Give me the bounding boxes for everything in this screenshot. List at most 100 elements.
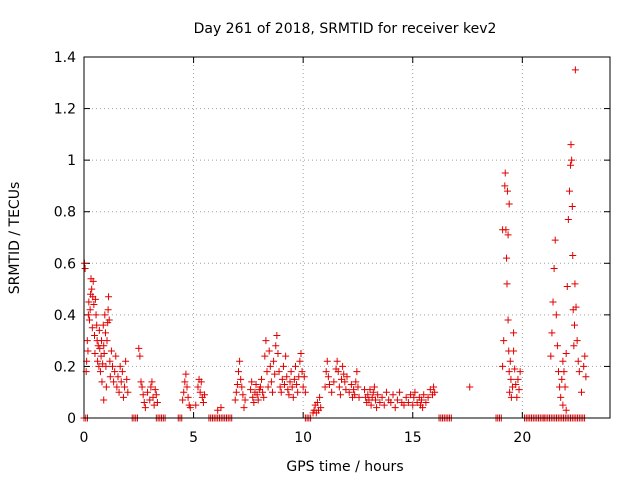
data-point <box>151 386 159 394</box>
data-point <box>350 386 358 394</box>
data-point <box>507 375 515 383</box>
data-point <box>275 368 283 376</box>
data-point <box>104 306 112 314</box>
data-point <box>84 347 92 355</box>
data-point <box>231 396 239 404</box>
x-tick-label: 10 <box>294 430 312 446</box>
data-point <box>85 316 93 324</box>
data-point <box>505 200 513 208</box>
data-point <box>179 396 187 404</box>
data-point <box>293 380 301 388</box>
data-point <box>121 383 129 391</box>
data-point <box>570 321 578 329</box>
data-point <box>422 399 430 407</box>
data-point <box>511 365 519 373</box>
data-point <box>334 368 342 376</box>
data-point <box>503 280 511 288</box>
data-point <box>199 399 207 407</box>
data-point <box>466 383 474 391</box>
data-point <box>282 352 290 360</box>
data-point <box>328 388 336 396</box>
data-point <box>91 295 99 303</box>
data-point <box>123 375 131 383</box>
data-point <box>300 373 308 381</box>
data-point <box>567 161 575 169</box>
data-point <box>499 226 507 234</box>
x-tick-label: 20 <box>513 430 531 446</box>
data-point <box>181 378 189 386</box>
data-point <box>186 404 194 412</box>
data-point <box>98 378 106 386</box>
x-axis-label: GPS time / hours <box>286 459 403 475</box>
data-point <box>374 391 382 399</box>
data-point <box>85 298 93 306</box>
data-point <box>262 337 270 345</box>
data-point <box>105 293 113 301</box>
data-point <box>569 252 577 260</box>
data-point <box>233 380 241 388</box>
data-point <box>266 362 274 370</box>
data-point <box>325 380 333 388</box>
data-point <box>201 391 209 399</box>
data-point <box>83 337 91 345</box>
data-point <box>402 393 410 401</box>
data-point <box>136 352 144 360</box>
data-point <box>272 342 280 350</box>
data-point <box>240 404 248 412</box>
data-point <box>276 383 284 391</box>
data-point <box>505 368 513 376</box>
data-point <box>289 393 297 401</box>
grid-layer <box>84 57 610 418</box>
y-tick-label: 1.4 <box>54 50 76 66</box>
data-point <box>296 357 304 365</box>
data-point <box>515 386 523 394</box>
data-point <box>500 337 508 345</box>
data-point <box>247 386 255 394</box>
data-point <box>135 344 143 352</box>
data-point <box>101 311 109 319</box>
data-point <box>371 396 379 404</box>
data-point <box>562 350 570 358</box>
data-point <box>232 388 240 396</box>
data-point <box>286 378 294 386</box>
data-point <box>152 391 160 399</box>
data-point <box>265 347 273 355</box>
data-point <box>184 393 192 401</box>
data-point <box>581 352 589 360</box>
data-point <box>513 393 521 401</box>
data-point <box>499 362 507 370</box>
ticks-layer: 0 0.2 0.4 0.6 0.8 1 1.2 1.4 0 5 10 15 20 <box>54 50 610 446</box>
data-point <box>364 391 372 399</box>
data-point <box>367 401 375 409</box>
data-point <box>575 368 583 376</box>
data-point <box>91 350 99 358</box>
data-point <box>100 350 108 358</box>
data-point <box>353 368 361 376</box>
data-point <box>404 399 412 407</box>
data-point <box>561 383 569 391</box>
data-point <box>514 375 522 383</box>
data-point <box>284 386 292 394</box>
data-point <box>106 357 114 365</box>
y-tick-label: 0.4 <box>54 308 76 324</box>
data-point <box>373 404 381 412</box>
data-point <box>339 362 347 370</box>
data-point <box>571 280 579 288</box>
data-point <box>263 368 271 376</box>
plot-frame <box>83 56 611 419</box>
data-point <box>264 383 272 391</box>
data-point <box>96 368 104 376</box>
data-point <box>90 301 98 309</box>
data-point <box>182 370 190 378</box>
data-point <box>431 388 439 396</box>
data-point <box>516 368 524 376</box>
data-point <box>115 388 123 396</box>
data-point <box>93 321 101 329</box>
data-point <box>567 141 575 149</box>
data-point <box>271 370 279 378</box>
data-point <box>294 388 302 396</box>
data-point <box>260 393 268 401</box>
data-point <box>89 277 97 285</box>
data-point <box>396 388 404 396</box>
